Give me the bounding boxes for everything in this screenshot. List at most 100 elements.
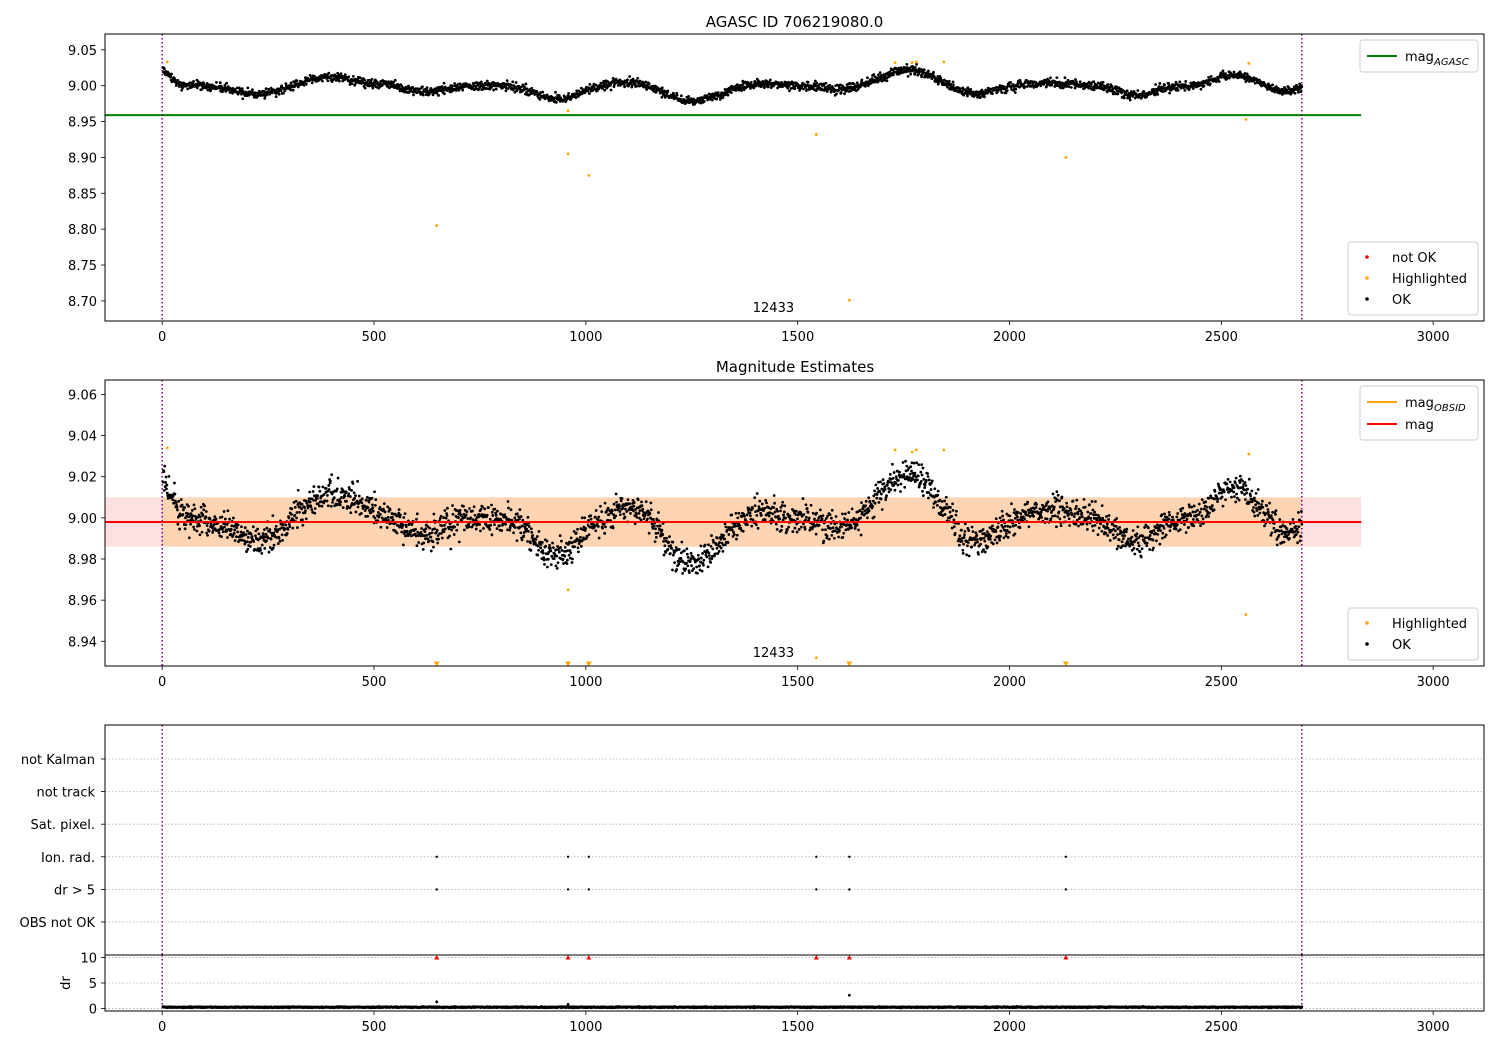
data-point: [1191, 87, 1195, 90]
data-point: [356, 479, 359, 483]
data-point: [464, 513, 468, 517]
data-point: [675, 568, 679, 571]
data-point: [291, 88, 295, 92]
data-point: [1152, 87, 1155, 91]
data-point: [1101, 80, 1105, 84]
data-point: [235, 526, 239, 530]
data-point: [568, 540, 571, 544]
data-point: [1063, 515, 1066, 519]
data-point: [763, 518, 767, 522]
data-point: [412, 93, 415, 97]
data-point: [662, 553, 666, 557]
y-tick-label: 8.70: [68, 295, 97, 310]
data-point: [1158, 82, 1162, 85]
data-point: [963, 522, 967, 526]
data-point: [217, 531, 221, 535]
data-point: [982, 531, 986, 535]
data-point: [171, 79, 175, 83]
data-point: [756, 526, 760, 530]
data-point: [400, 530, 404, 534]
data-point: [435, 528, 439, 532]
data-point: [290, 512, 293, 516]
data-point: [586, 89, 590, 93]
data-point: [189, 522, 192, 526]
data-point: [765, 79, 768, 83]
data-point: [440, 524, 444, 528]
data-point: [370, 496, 374, 500]
data-point: [973, 537, 977, 541]
data-point: [340, 495, 343, 499]
data-point: [568, 549, 572, 552]
data-point: [991, 542, 995, 546]
data-point: [820, 517, 824, 521]
data-point: [985, 533, 988, 537]
data-point: [774, 515, 778, 519]
legend-line-label: mag: [1405, 50, 1434, 65]
data-point: [235, 86, 239, 90]
data-point: [838, 83, 842, 87]
data-point: [1018, 526, 1022, 530]
data-point: [380, 516, 384, 520]
data-point: [442, 530, 446, 534]
data-point: [451, 504, 454, 507]
data-point: [680, 540, 684, 544]
data-point: [485, 79, 489, 83]
data-point: [686, 564, 690, 568]
data-point: [970, 545, 974, 549]
data-point: [918, 482, 922, 485]
data-point: [305, 501, 309, 505]
data-point: [207, 529, 211, 533]
data-point: [621, 506, 625, 510]
data-point: [1058, 505, 1062, 509]
data-point: [270, 531, 273, 535]
data-point: [431, 540, 435, 544]
data-point: [329, 504, 333, 508]
data-point: [873, 489, 877, 493]
data-point: [365, 496, 369, 499]
data-point: [916, 478, 919, 482]
data-point: [316, 502, 320, 506]
data-point: [425, 86, 429, 90]
data-point: [1010, 502, 1013, 506]
plot-area: [105, 380, 1362, 667]
data-point: [651, 527, 655, 530]
data-point: [685, 547, 689, 551]
data-point: [1136, 89, 1140, 92]
data-point: [165, 487, 168, 491]
data-point: [1089, 82, 1093, 86]
data-point: [717, 549, 721, 553]
data-point: [423, 534, 426, 538]
data-point: [679, 551, 683, 555]
data-point: [932, 70, 935, 74]
data-point: [1091, 529, 1095, 533]
data-point: [926, 472, 930, 475]
data-point: [932, 495, 936, 499]
data-point: [894, 481, 898, 485]
data-point: [916, 474, 920, 478]
data-point: [509, 524, 512, 527]
data-point: [1074, 505, 1078, 508]
data-point: [786, 86, 790, 90]
data-point: [847, 511, 851, 514]
data-point: [764, 499, 768, 502]
data-point: [1287, 86, 1291, 90]
data-point: [300, 502, 304, 506]
data-point: [1056, 493, 1060, 497]
data-point: [805, 507, 809, 510]
data-point: [1058, 517, 1062, 521]
data-point: [882, 482, 886, 485]
data-point: [271, 514, 275, 518]
data-point: [921, 494, 925, 498]
data-point: [529, 541, 532, 545]
data-point: [193, 514, 197, 518]
data-point: [710, 557, 714, 561]
data-point: [587, 92, 591, 95]
y-tick-label: 9.05: [68, 44, 97, 59]
data-point: [682, 549, 686, 553]
data-point: [385, 526, 389, 529]
data-point: [772, 506, 776, 510]
data-point: [1002, 536, 1006, 540]
data-point: [549, 549, 553, 553]
data-point: [910, 469, 913, 473]
data-point: [652, 524, 656, 528]
